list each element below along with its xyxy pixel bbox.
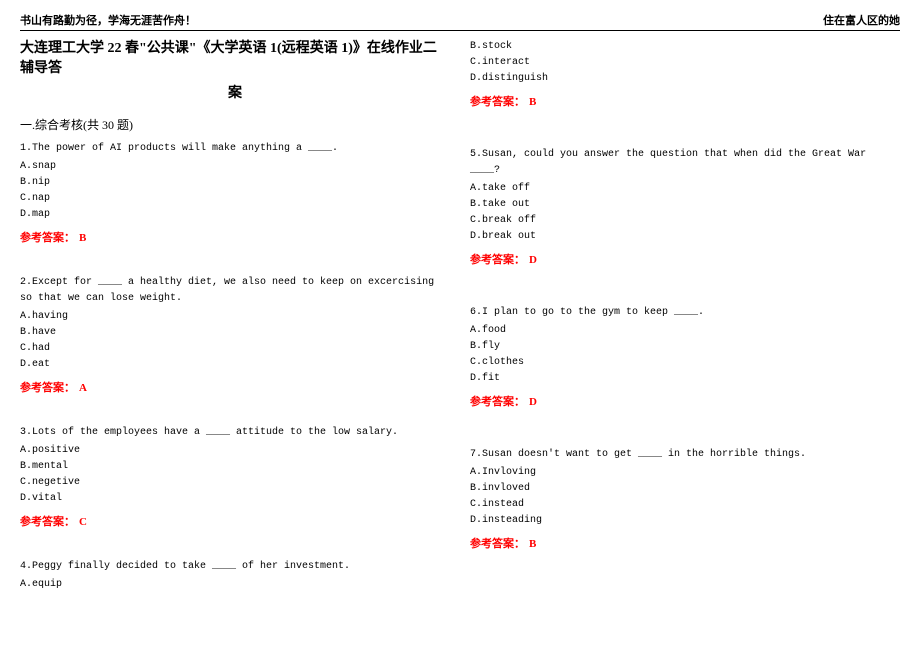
q2-text: 2.Except for ____ a healthy diet, we als… [20,275,450,307]
header-left: 书山有路勤为径，学海无涯苦作舟！ [20,12,196,28]
q4-option-c: C.interact [470,55,900,71]
q4-text: 4.Peggy finally decided to take ____ of … [20,559,450,575]
q2-answer-value: A [79,382,87,394]
q6-answer: 参考答案： D [470,393,900,409]
left-column: 大连理工大学 22 春"公共课"《大学英语 1(远程英语 1)》在线作业二辅导答… [20,39,450,593]
q3-option-a: A.positive [20,443,450,459]
q7-option-b: B.invloved [470,481,900,497]
q4-option-b: B.stock [470,39,900,55]
page-header: 书山有路勤为径，学海无涯苦作舟！ 住在富人区的她 [20,12,900,28]
header-underline [20,30,900,31]
q6-answer-value: D [529,396,537,408]
q3-option-b: B.mental [20,459,450,475]
q7-option-d: D.insteading [470,513,900,529]
q4-answer-value: B [529,96,536,108]
q2-option-c: C.had [20,341,450,357]
section-title: 一.综合考核(共 30 题) [20,116,450,133]
answer-label: 参考答案： [470,538,525,550]
document-title-line1: 大连理工大学 22 春"公共课"《大学英语 1(远程英语 1)》在线作业二辅导答 [20,39,450,78]
q7-option-c: C.instead [470,497,900,513]
answer-label: 参考答案： [20,232,75,244]
answer-label: 参考答案： [20,382,75,394]
q3-answer: 参考答案： C [20,513,450,529]
q3-option-c: C.negetive [20,475,450,491]
q5-option-b: B.take out [470,197,900,213]
q1-option-c: C.nap [20,191,450,207]
q2-option-d: D.eat [20,357,450,373]
question-1: 1.The power of AI products will make any… [20,141,450,245]
q7-answer: 参考答案： B [470,535,900,551]
q1-answer: 参考答案： B [20,229,450,245]
q2-answer: 参考答案： A [20,379,450,395]
question-6: 6.I plan to go to the gym to keep ____. … [470,305,900,409]
q1-option-d: D.map [20,207,450,223]
document-title-line2: 案 [20,82,450,102]
right-column: B.stock C.interact D.distinguish 参考答案：B … [470,39,900,593]
q2-option-a: A.having [20,309,450,325]
q4-option-d: D.distinguish [470,71,900,87]
q7-text: 7.Susan doesn't want to get ____ in the … [470,447,900,463]
q5-option-a: A.take off [470,181,900,197]
q6-option-d: D.fit [470,371,900,387]
content-columns: 大连理工大学 22 春"公共课"《大学英语 1(远程英语 1)》在线作业二辅导答… [20,39,900,593]
question-4-partial: 4.Peggy finally decided to take ____ of … [20,559,450,593]
q4-option-a: A.equip [20,577,450,593]
q1-option-b: B.nip [20,175,450,191]
q5-text: 5.Susan, could you answer the question t… [470,147,900,179]
q3-option-d: D.vital [20,491,450,507]
question-3: 3.Lots of the employees have a ____ atti… [20,425,450,529]
answer-label: 参考答案： [470,96,525,108]
q6-text: 6.I plan to go to the gym to keep ____. [470,305,900,321]
answer-label: 参考答案： [470,396,525,408]
q3-answer-value: C [79,516,87,528]
q6-option-b: B.fly [470,339,900,355]
q5-option-d: D.break out [470,229,900,245]
question-7: 7.Susan doesn't want to get ____ in the … [470,447,900,551]
q1-answer-value: B [79,232,86,244]
question-2: 2.Except for ____ a healthy diet, we als… [20,275,450,395]
question-5: 5.Susan, could you answer the question t… [470,147,900,267]
q7-answer-value: B [529,538,536,550]
question-4-continued: B.stock C.interact D.distinguish 参考答案： B [470,39,900,109]
q4-answer: 参考答案： B [470,93,900,109]
q1-option-a: A.snap [20,159,450,175]
q1-text: 1.The power of AI products will make any… [20,141,450,157]
q3-text: 3.Lots of the employees have a ____ atti… [20,425,450,441]
q6-option-c: C.clothes [470,355,900,371]
q7-option-a: A.Invloving [470,465,900,481]
q5-answer-value: D [529,254,537,266]
q5-option-c: C.break off [470,213,900,229]
q6-option-a: A.food [470,323,900,339]
q2-option-b: B.have [20,325,450,341]
answer-label: 参考答案： [470,254,525,266]
header-right: 住在富人区的她 [823,12,900,28]
q5-answer: 参考答案： D [470,251,900,267]
answer-label: 参考答案： [20,516,75,528]
